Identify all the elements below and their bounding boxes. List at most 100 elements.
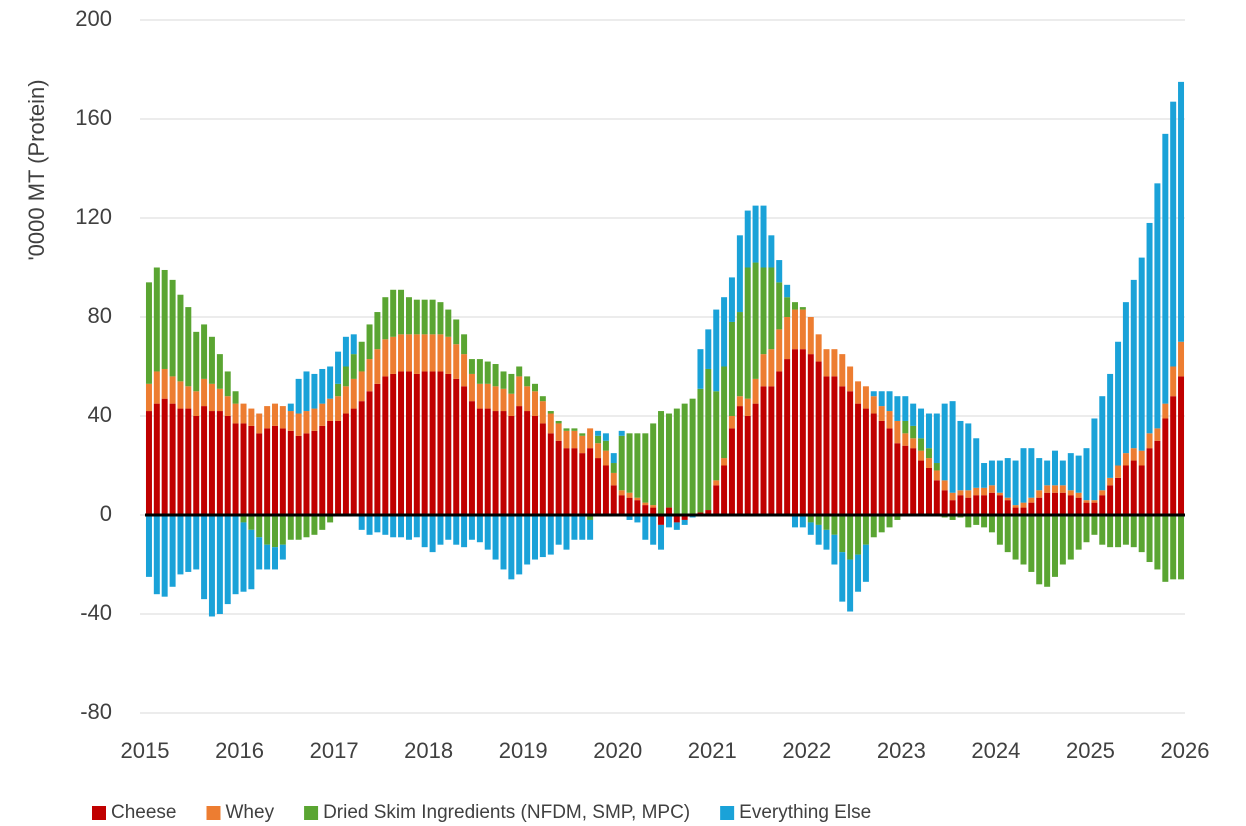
bar [665,515,672,528]
bar [839,354,846,387]
bar [784,297,791,317]
bar [910,438,917,449]
bar [1028,448,1035,498]
bar [398,515,405,538]
bar [532,391,538,416]
bar [579,453,586,515]
bar [224,371,231,397]
bar [145,515,152,577]
legend-label: Everything Else [739,802,871,823]
y-tick-label: 160 [75,105,112,130]
bar [792,309,798,350]
bar [453,515,460,545]
bar [342,366,349,387]
bar [579,435,586,454]
bar [405,515,412,540]
bar [516,376,523,407]
bar [658,524,665,550]
bar [169,403,176,515]
bar [862,408,869,515]
bar [618,435,625,491]
bar [878,515,885,533]
bar [910,425,917,439]
bar [264,406,271,429]
bar [579,515,586,540]
bar [1020,507,1027,515]
bar [216,411,223,515]
bar [461,334,468,355]
bar [232,391,239,404]
bar [1083,500,1090,503]
y-tick-label: 120 [75,204,112,229]
bar [327,515,334,523]
bar [350,378,357,409]
bar [760,205,767,268]
bar [965,490,972,498]
bar [642,515,649,540]
bar [248,515,255,530]
bar [1028,497,1035,503]
x-tick-label: 2018 [404,738,453,763]
bar [571,515,578,540]
bar [870,391,877,397]
bar [776,371,783,515]
bar [524,376,531,387]
bar [918,408,925,439]
bar [1130,279,1137,449]
bar [807,317,814,355]
bar [1138,450,1145,466]
bar [335,396,342,421]
bar [650,515,657,545]
bar [508,416,515,515]
x-tick-label: 2026 [1161,738,1210,763]
bar [925,467,932,515]
bar [996,492,1003,496]
bar [216,388,223,412]
bar [847,366,854,392]
bar [626,497,633,515]
bar [602,433,609,441]
bar [563,448,570,515]
bar [342,336,349,367]
bar [335,351,342,384]
bar [145,411,152,515]
bar [366,324,373,360]
bar [807,354,814,515]
bar [547,433,554,515]
bar [815,515,822,525]
bar [532,383,538,392]
bar [374,349,381,384]
bar [776,329,783,372]
bar [768,235,775,268]
bar [634,500,641,515]
bar [390,373,397,515]
bar [390,515,397,538]
bar [303,433,310,515]
bar [752,205,759,263]
bar [1052,492,1058,515]
bar [973,495,980,515]
bar [650,423,657,506]
bar [642,502,649,506]
bar [855,554,862,592]
bar [658,411,665,515]
bar [437,515,444,545]
bar [721,458,728,466]
bar [366,391,373,515]
bar [1099,490,1106,496]
bar [279,515,286,545]
bar [784,317,791,360]
bar [705,368,712,511]
bar [350,408,357,515]
bar [201,324,208,379]
bar [902,445,909,515]
bar [374,312,381,350]
bar [587,515,594,520]
bar [516,406,523,515]
bar [1028,502,1035,515]
y-tick-label: 200 [75,6,112,31]
bar [996,495,1003,515]
bar [1059,492,1066,515]
bar [744,416,751,515]
bar [595,435,602,444]
